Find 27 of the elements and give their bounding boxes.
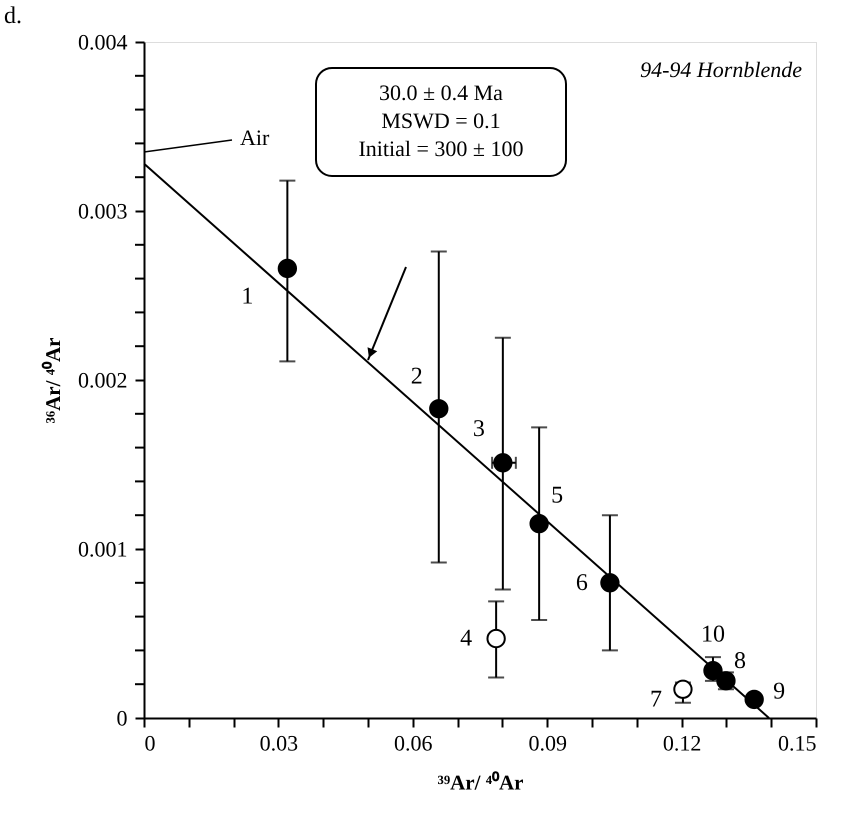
annotation: 3 <box>472 416 485 442</box>
annotation: 10 <box>700 622 725 648</box>
annotation: 1 <box>241 283 254 310</box>
annotation: 7 <box>650 686 662 712</box>
x-tick-label: 0.09 <box>528 730 567 756</box>
x-tick-label: 0.03 <box>260 730 298 756</box>
x-axis-title: ³⁹Ar/ ⁴⁰Ar <box>438 770 524 794</box>
x-tick-label: 0 <box>144 730 156 756</box>
annotation: 30.0 ± 0.4 Ma MSWD = 0.1 Initial = 300 ± 100 <box>358 80 524 161</box>
y-axis-title: ³⁶Ar/ ⁴⁰Ar <box>41 338 65 424</box>
x-tick-label: 0.12 <box>662 730 702 756</box>
annotation: 94-94 Hornblende <box>640 57 802 82</box>
y-tick-label: 0.003 <box>78 198 128 224</box>
annotation: 8 <box>734 648 746 674</box>
x-tick-label: 0.15 <box>778 730 816 756</box>
y-tick-label: 0 <box>116 706 128 730</box>
annotation: 2 <box>410 364 423 390</box>
annotation: 5 <box>551 482 564 509</box>
y-tick-label: 0.002 <box>78 368 128 392</box>
y-tick-label: 0.004 <box>78 30 128 54</box>
annotation: Air <box>240 125 270 150</box>
y-tick-label: 0.001 <box>78 536 128 562</box>
x-tick-label: 0.06 <box>394 730 433 756</box>
annotation: 4 <box>460 626 472 652</box>
annotation: 9 <box>773 678 786 704</box>
annotation: 6 <box>576 570 588 596</box>
text: d. <box>4 3 22 29</box>
